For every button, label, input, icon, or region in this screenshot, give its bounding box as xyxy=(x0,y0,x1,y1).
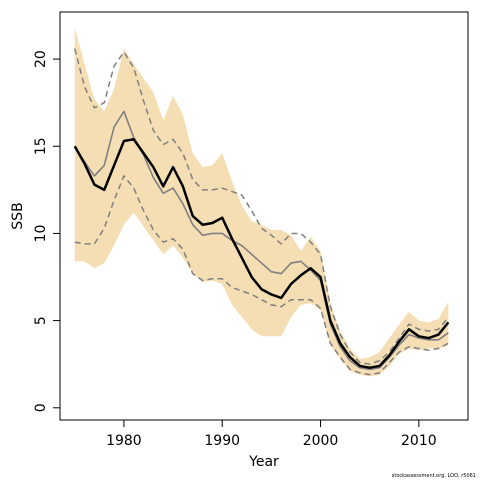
y-tick-label: 10 xyxy=(33,225,49,243)
x-tick-label: 1980 xyxy=(106,433,142,449)
y-axis: 0 5 10 15 20 xyxy=(33,50,60,412)
series-lines-layer xyxy=(73,48,450,376)
x-axis-label: Year xyxy=(248,454,279,470)
y-tick-label: 5 xyxy=(33,316,49,325)
confidence-band xyxy=(74,27,449,377)
y-tick-label: 0 xyxy=(33,403,49,412)
black-line-4 xyxy=(73,138,450,369)
dashed-bound-1 xyxy=(74,48,449,365)
x-axis: 1980 1990 2000 2010 xyxy=(106,420,437,449)
x-tick-label: 2000 xyxy=(303,433,339,449)
y-tick-label: 20 xyxy=(33,50,49,68)
dashed-bound-2 xyxy=(74,175,449,376)
x-tick-label: 2010 xyxy=(401,433,437,449)
y-axis-label: SSB xyxy=(10,202,26,229)
plot-frame xyxy=(59,11,469,421)
x-tick-label: 1990 xyxy=(204,433,240,449)
y-tick-label: 15 xyxy=(33,137,49,155)
confidence-band-layer xyxy=(74,27,449,377)
source-footnote: stockassessment.org, LOO, r5061 xyxy=(392,473,476,479)
